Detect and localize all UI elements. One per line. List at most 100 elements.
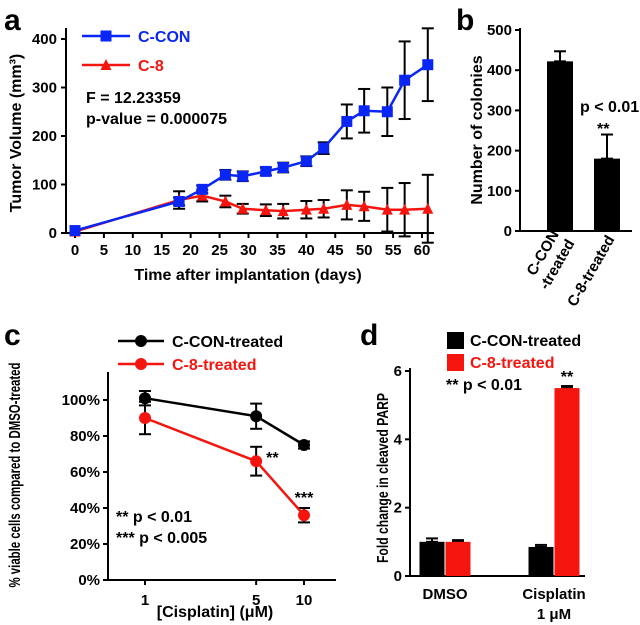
panel-a-point	[422, 202, 434, 214]
panel-a-point	[219, 169, 231, 181]
panel-c-y-tick-label: 100%	[62, 392, 100, 409]
panel-c-p-note-2: *** p < 0.005	[116, 530, 207, 547]
panel-a-point	[69, 225, 81, 237]
panel-a-legend-marker	[100, 59, 112, 70]
panel-c-x-tick-label: 1	[141, 592, 149, 609]
panel-c-series-line	[144, 416, 305, 517]
panel-a-point	[196, 189, 208, 201]
panel-c-y-axis-label: % viable cells compared to DMSO-treated	[7, 363, 24, 588]
panel-b-y-tick-label: 100	[487, 183, 512, 200]
panel-a-point	[260, 204, 272, 216]
panel-d-significance: **	[561, 369, 574, 386]
panel-a-point	[260, 165, 272, 177]
panel-a-x-tick-label: 0	[71, 242, 79, 259]
panel-c-x-axis-label: [Cisplatin] (μM)	[157, 604, 273, 621]
panel-a-point	[300, 203, 312, 215]
panel-c-letter: c	[4, 319, 21, 352]
panel-b-y-axis-label: Number of colonies	[469, 55, 486, 204]
panel-a-x-tick-label: 15	[153, 242, 170, 259]
panel-a-x-tick-label: 30	[240, 242, 257, 259]
panel-b-y-tick-label: 0	[504, 223, 512, 240]
panel-c-y-tick-label: 60%	[70, 464, 100, 481]
panel-c-point	[298, 439, 310, 451]
panel-d-y-tick-label: 6	[394, 363, 402, 380]
panel-a-point	[341, 115, 353, 127]
panel-a-point	[422, 59, 434, 71]
panel-d-bar	[554, 388, 580, 576]
panel-a-point	[196, 183, 208, 195]
panel-c-series-c-8	[139, 400, 310, 524]
panel-a-point	[237, 170, 249, 182]
panel-a-letter: a	[4, 4, 21, 37]
panel-a-x-tick-label: 50	[356, 242, 373, 259]
panel-d-category-label-line: Cisplatin	[522, 586, 585, 603]
panel-a-point	[277, 162, 289, 174]
panel-a-point	[399, 203, 411, 215]
panel-d-category-label-line: DMSO	[423, 586, 468, 603]
panel-d-chart: d C-CON-treated C-8-treated ** p < 0.01 F…	[360, 319, 586, 623]
panel-b-chart: b Number of colonies p < 0.01 ** 0100200…	[456, 4, 639, 310]
panel-d-bar	[528, 546, 554, 576]
panel-a-point	[300, 155, 312, 167]
panel-b-category-label: C-CON-treated	[521, 228, 579, 293]
panel-a-x-tick-label: 35	[269, 242, 286, 259]
panel-a-x-tick-label: 10	[124, 242, 141, 259]
panel-c-legend: C-CON-treated C-8-treated	[118, 334, 283, 374]
panel-c-significance-5: **	[266, 450, 279, 467]
panel-a-x-tick-label: 45	[327, 242, 344, 259]
panel-d-y-axis-label: Fold change in cleaved PARP	[375, 393, 392, 563]
panel-b-y-tick-label: 200	[487, 143, 512, 160]
panel-a-point	[219, 195, 231, 207]
panel-a-x-tick-label: 55	[385, 242, 402, 259]
panel-c-y-tick-label: 20%	[70, 536, 100, 553]
panel-c-point	[250, 455, 263, 468]
panel-b-bar	[547, 61, 573, 231]
panel-a-series-c-8	[69, 173, 434, 244]
panel-a-point	[341, 198, 353, 210]
panel-a-series-line	[74, 194, 428, 233]
panel-a-y-tick-label: 300	[32, 80, 57, 97]
panel-d-legend-label: C-8-treated	[470, 355, 554, 372]
panel-a-point	[358, 200, 370, 212]
panel-a-y-tick-label: 200	[32, 128, 57, 145]
panel-c-x-tick-label: 5	[252, 592, 260, 609]
panel-a-p-value: p-value = 0.000075	[86, 111, 227, 128]
panel-d-legend-swatch	[447, 332, 464, 349]
panel-d-category-label: DMSO	[423, 586, 468, 603]
panel-a-y-tick-label: 100	[32, 177, 57, 194]
panel-d-category-label: Cisplatin 1 μM	[522, 586, 585, 623]
panel-d-legend-label: C-CON-treated	[470, 333, 581, 350]
panel-a-y-tick-label: 400	[32, 31, 57, 48]
panel-d-category-label-line: 1 μM	[537, 606, 571, 623]
panel-c-y-tick-label: 0%	[78, 572, 100, 589]
panel-c-chart: c C-CON-treated C-8-treated [Cisplatin] (…	[4, 319, 336, 621]
panel-a-point	[237, 202, 249, 214]
panel-d-y-tick-label: 2	[394, 500, 402, 517]
panel-a-x-tick-label: 20	[182, 242, 199, 259]
panel-c-point	[298, 509, 310, 522]
panel-d-p-note: ** p < 0.01	[446, 377, 522, 394]
panel-a-point	[277, 205, 289, 217]
panel-b-p-value: p < 0.01	[580, 99, 639, 116]
panel-d-bar	[445, 541, 471, 576]
panel-a-f-statistic: F = 12.23359	[86, 90, 181, 107]
panel-c-series-c-con	[139, 390, 310, 451]
panel-c-legend-label: C-CON-treated	[172, 334, 283, 351]
panel-a-point	[318, 202, 330, 214]
panel-a-x-tick-label: 25	[211, 242, 228, 259]
panel-c-p-note-1: ** p < 0.01	[116, 509, 192, 526]
panel-a-x-tick-label: 5	[100, 242, 108, 259]
panel-a-point	[381, 106, 393, 118]
panel-a-x-axis-label: Time after implantation (days)	[134, 267, 361, 284]
panel-a-chart: a C-CON C-8 F = 12.23359 p-value = 0.0000…	[4, 4, 434, 284]
panel-a-point	[399, 74, 411, 86]
panel-d-bar	[419, 541, 445, 576]
panel-c-y-tick-label: 40%	[70, 500, 100, 517]
panel-c-x-tick-label: 10	[296, 592, 313, 609]
panel-d-legend-swatch	[447, 354, 464, 371]
panel-d-y-tick-label: 0	[394, 568, 402, 585]
panel-c-legend-label: C-8-treated	[172, 357, 256, 374]
panel-a-x-tick-label: 40	[298, 242, 315, 259]
panel-a-x-tick-label: 60	[414, 242, 431, 259]
